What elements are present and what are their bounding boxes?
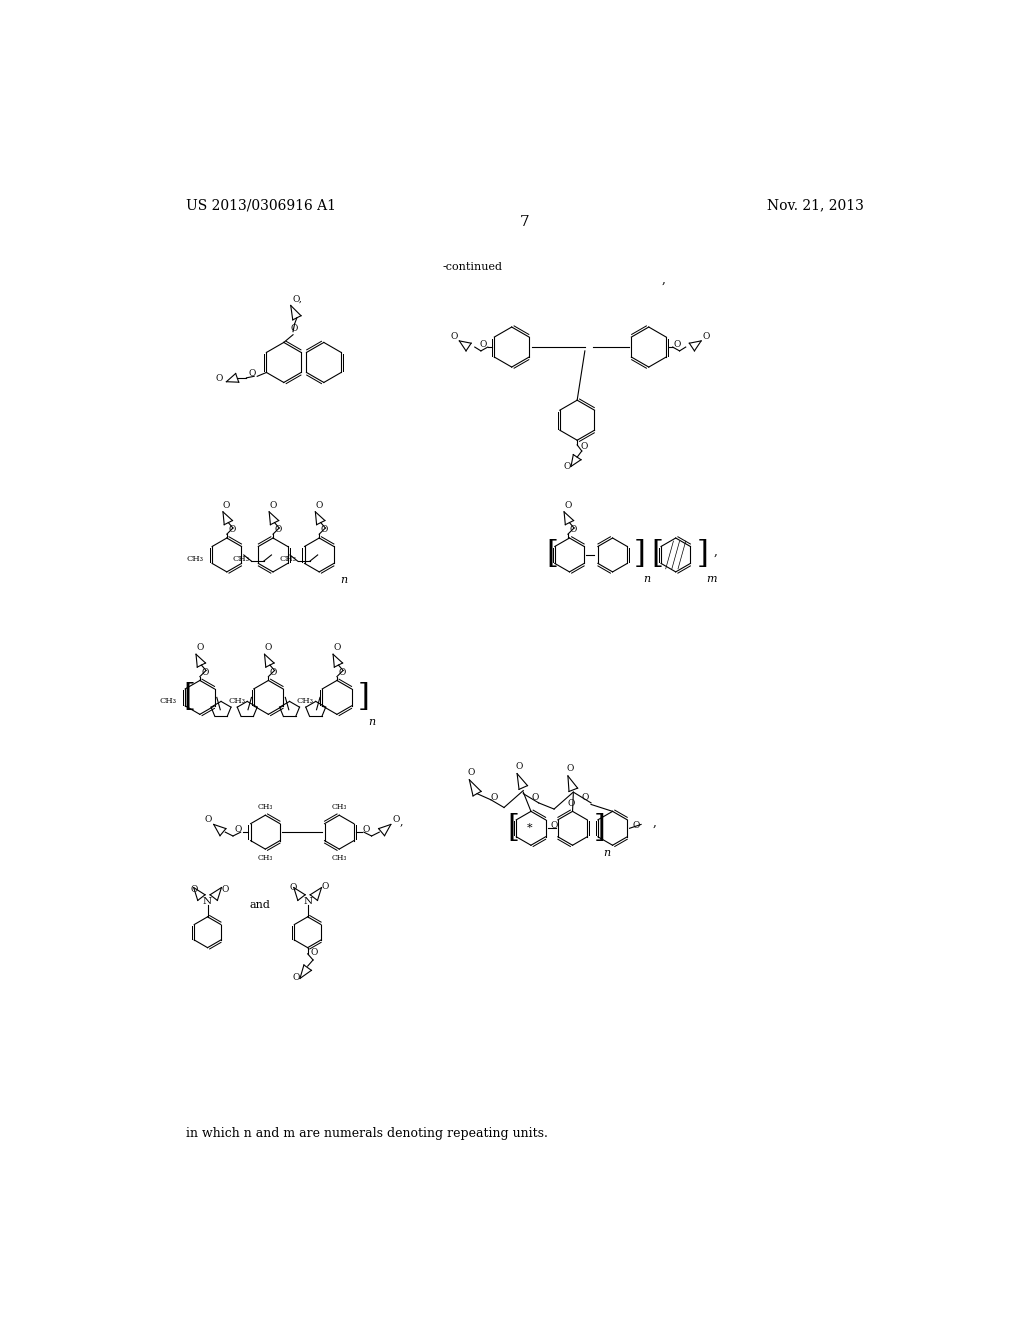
Text: CH₃: CH₃ — [186, 554, 204, 562]
Text: O: O — [274, 525, 282, 535]
Text: Nov. 21, 2013: Nov. 21, 2013 — [767, 198, 863, 213]
Text: O: O — [581, 442, 588, 451]
Text: O: O — [479, 341, 487, 350]
Text: O: O — [310, 948, 318, 957]
Text: N: N — [203, 898, 212, 906]
Text: O: O — [702, 331, 710, 341]
Text: O: O — [451, 331, 458, 341]
Text: ]: ] — [593, 813, 605, 843]
Text: n: n — [340, 576, 347, 585]
Text: CH₃: CH₃ — [332, 854, 347, 862]
Text: O,: O, — [292, 294, 302, 304]
Text: O: O — [190, 886, 199, 895]
Text: *: * — [526, 824, 532, 833]
Text: O: O — [264, 643, 272, 652]
Text: O: O — [322, 882, 329, 891]
Text: CH₃: CH₃ — [332, 803, 347, 810]
Text: [: [ — [651, 540, 663, 570]
Text: CH₃: CH₃ — [280, 554, 296, 562]
Text: O: O — [490, 793, 498, 803]
Text: CH₃: CH₃ — [258, 854, 273, 862]
Text: n: n — [603, 847, 610, 858]
Text: ,: , — [400, 816, 403, 826]
Text: n: n — [643, 574, 650, 585]
Text: m: m — [707, 574, 717, 585]
Text: O: O — [290, 325, 298, 333]
Text: and: and — [250, 900, 270, 911]
Text: O: O — [315, 500, 323, 510]
Text: O: O — [566, 764, 573, 774]
Text: n: n — [368, 717, 375, 726]
Text: ]: ] — [357, 682, 370, 713]
Text: ,: , — [652, 816, 656, 829]
Text: CH₃: CH₃ — [232, 554, 250, 562]
Text: CH₃: CH₃ — [160, 697, 177, 705]
Text: O: O — [223, 500, 230, 510]
Text: O: O — [248, 370, 256, 379]
Text: [: [ — [183, 682, 195, 713]
Text: ]: ] — [634, 540, 645, 570]
Text: O: O — [563, 462, 570, 471]
Text: CH₃: CH₃ — [258, 803, 273, 810]
Text: O: O — [333, 643, 340, 652]
Text: O: O — [269, 500, 276, 510]
Text: US 2013/0306916 A1: US 2013/0306916 A1 — [186, 198, 336, 213]
Text: O: O — [292, 973, 300, 982]
Text: CH₃: CH₃ — [297, 697, 313, 705]
Text: [: [ — [547, 540, 558, 570]
Text: O: O — [531, 793, 539, 803]
Text: O: O — [392, 816, 399, 825]
Text: O: O — [551, 821, 558, 830]
Text: -continued: -continued — [442, 263, 503, 272]
Text: in which n and m are numerals denoting repeating units.: in which n and m are numerals denoting r… — [186, 1127, 548, 1140]
Text: O: O — [216, 375, 223, 383]
Text: O: O — [202, 668, 209, 677]
Text: O: O — [564, 500, 571, 510]
Text: O: O — [582, 793, 589, 803]
Text: ,: , — [662, 272, 666, 285]
Text: O: O — [633, 821, 640, 830]
Text: O: O — [362, 825, 370, 833]
Text: O: O — [569, 525, 577, 535]
Text: ,: , — [714, 545, 718, 557]
Text: O: O — [515, 762, 523, 771]
Text: O: O — [205, 816, 212, 825]
Text: O: O — [290, 883, 297, 892]
Text: 7: 7 — [520, 215, 529, 228]
Text: N: N — [303, 898, 312, 906]
Text: ]: ] — [696, 540, 709, 570]
Text: O: O — [270, 668, 278, 677]
Text: O: O — [468, 768, 475, 776]
Text: O: O — [674, 341, 681, 350]
Text: CH₃: CH₃ — [228, 697, 246, 705]
Text: O: O — [234, 825, 243, 833]
Text: O: O — [567, 800, 574, 808]
Text: O: O — [228, 525, 236, 535]
Text: O: O — [221, 886, 228, 895]
Text: [: [ — [508, 813, 520, 843]
Text: O: O — [339, 668, 346, 677]
Text: O: O — [321, 525, 328, 535]
Text: O: O — [196, 643, 204, 652]
